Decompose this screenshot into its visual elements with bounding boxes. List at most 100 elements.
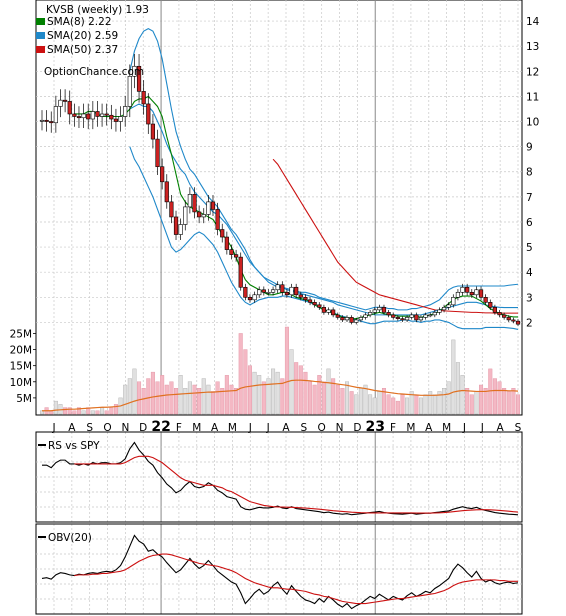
volume-bar [428,391,433,415]
candle-body [321,307,327,313]
x-tick-label: N [121,422,129,434]
candle-body [136,65,142,92]
volume-bar [460,375,465,415]
candle-body [381,307,387,313]
candle-body [441,307,447,311]
candle-body [294,286,299,296]
volume-bar [372,397,377,415]
candle-body [53,106,58,124]
price-y-tick-label: 12 [526,66,539,78]
x-tick-label: F [390,422,396,434]
x-tick-label: M [228,422,237,434]
x-tick-label: J [462,422,466,434]
x-tick-label: M [192,422,201,434]
candle-body [90,111,95,120]
volume-bar [72,410,77,415]
volume-bar [432,394,437,415]
candle-body [280,284,285,293]
volume-bar [409,391,414,415]
rs-label-text: RS vs SPY [48,440,100,452]
candle-body [465,286,470,293]
candle-body [409,314,414,318]
candle-body [197,211,202,218]
candle-body [113,118,119,122]
volume-bar [53,400,58,415]
candle-body [386,312,391,316]
price-y-tick-label: 13 [526,41,539,53]
x-tick-label: A [68,422,76,434]
volume-bar [321,381,326,415]
volume-bar [497,381,502,415]
volume-bar [160,375,165,415]
volume-bar [455,362,460,415]
candle-body [169,201,174,218]
obv-label-text: OBV(20) [48,532,92,544]
candle-body [243,286,248,298]
volume-bar [368,394,373,415]
volume-bar [137,381,142,415]
volume-bar [174,388,179,415]
volume-bar [474,391,479,415]
candle-body [132,65,137,77]
volume-bar [252,371,257,415]
volume-bar [155,381,160,415]
candle-body [67,101,72,115]
volume-bar [469,394,474,415]
volume-bar [224,375,229,415]
price-y-tick-label: 6 [526,217,533,229]
x-tick-label: S [515,422,522,434]
x-tick-label: 22 [151,419,170,435]
x-tick-label: A [497,422,505,434]
sma20-line [129,103,518,316]
volume-bar [326,368,331,415]
volume-bar [358,388,363,415]
volume-bar [275,371,280,415]
candle-body [395,317,400,319]
legend-swatch-sma20 [36,32,45,39]
legend-swatch-sma8 [36,18,45,25]
volume-bar [465,388,470,415]
candle-body [460,286,465,293]
volume-bar [437,391,442,415]
volume-bar [294,362,299,415]
x-tick-label: J [480,422,484,434]
x-tick-label: J [248,422,252,434]
sma50-line [272,158,518,314]
candle-body [437,309,442,313]
candle-body [483,297,488,303]
candle-body [206,201,211,215]
candle-body [233,254,239,258]
candle-body [104,113,109,116]
x-tick-label: O [103,422,111,434]
candle-body [377,307,382,311]
candle-body [418,317,424,321]
volume-bar [201,378,206,415]
candle-body [44,119,49,122]
volume-bar [197,388,202,415]
volume-bar [123,384,128,415]
volume-bar [220,388,225,415]
candle-body [178,224,183,235]
candle-body [183,206,188,225]
x-tick-label: 23 [365,419,384,435]
candle-body [109,114,114,120]
volume-bar [492,378,497,415]
x-tick-label: M [442,422,451,434]
volume-bar [215,381,220,415]
volume-bar [95,410,100,415]
candle-body [488,302,493,308]
candle-body [317,304,322,308]
x-tick-label: J [266,422,270,434]
volume-bar [317,375,322,415]
candle-body [220,229,225,238]
candle-body [423,314,428,318]
candle-body [160,166,165,183]
candle-body [63,99,68,102]
volume-bar [183,388,188,415]
volume-bar [414,394,419,415]
x-tick-label: J [51,422,55,434]
volume-bar [479,384,484,415]
volume-bar [206,384,211,415]
candle-body [187,194,192,208]
